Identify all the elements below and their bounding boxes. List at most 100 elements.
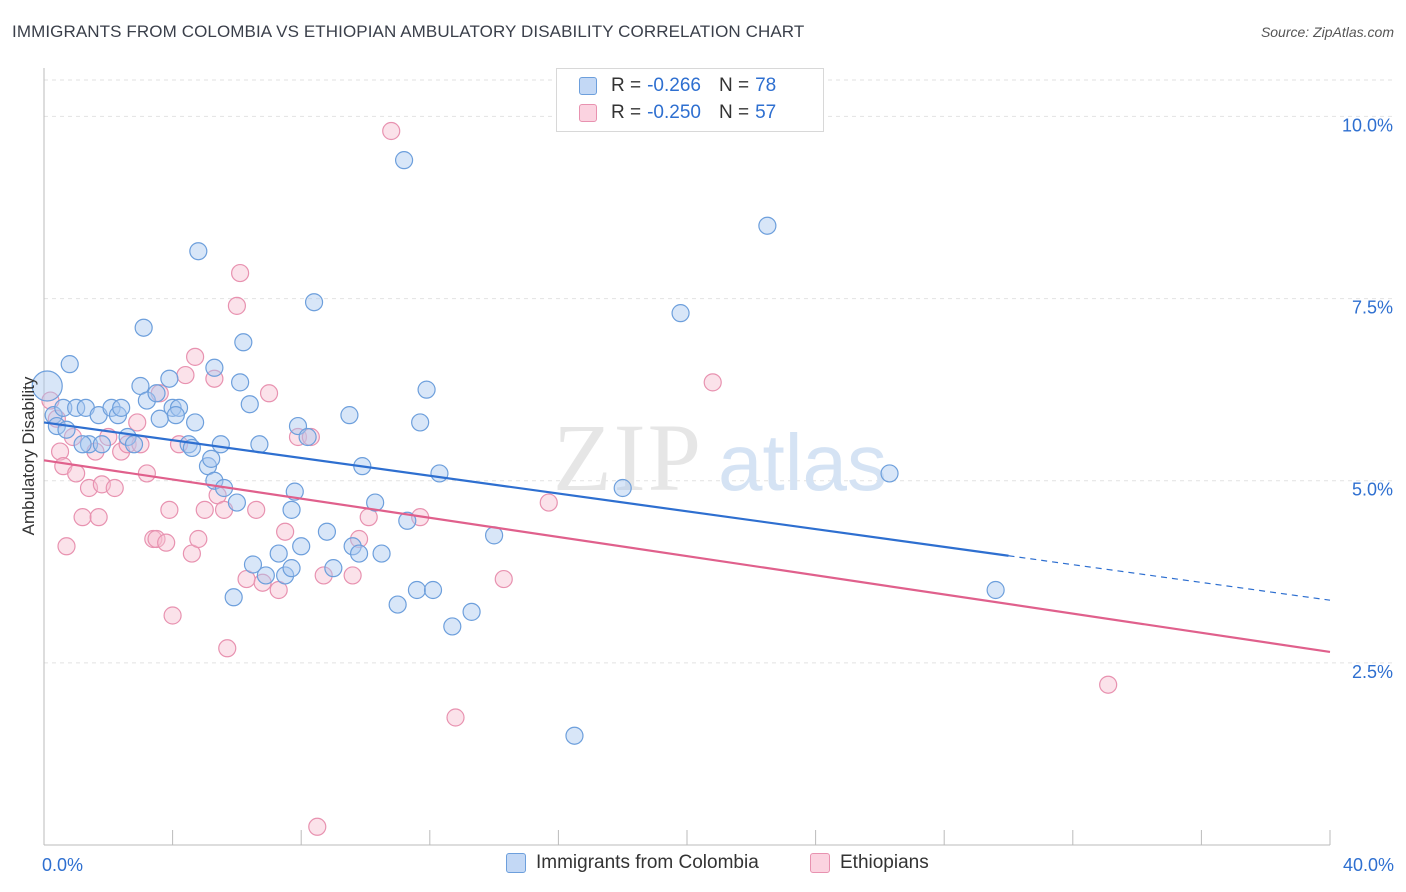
colombia-point bbox=[112, 398, 131, 417]
series-legend-label: Ethiopians bbox=[840, 852, 929, 873]
colombia-point bbox=[231, 373, 250, 392]
legend-n-value-ethiopia: 57 bbox=[755, 102, 777, 123]
colombia-point bbox=[388, 595, 407, 614]
colombia-point bbox=[880, 464, 899, 483]
legend-r-value-ethiopia: -0.250 bbox=[647, 102, 701, 123]
colombia-point bbox=[394, 151, 414, 170]
colombia-point bbox=[134, 318, 153, 337]
legend-n-label: N = bbox=[718, 75, 750, 96]
series-legend: Immigrants from Colombia Ethiopians bbox=[0, 852, 1406, 878]
colombia-point bbox=[124, 435, 144, 454]
colombia-point bbox=[430, 464, 449, 483]
series-legend-colombia: Immigrants from Colombia bbox=[506, 852, 759, 874]
ethiopia-point bbox=[63, 427, 83, 447]
colombia-point bbox=[462, 602, 481, 621]
colombia-point bbox=[31, 370, 63, 402]
axes bbox=[43, 68, 1331, 846]
ethiopia-point bbox=[247, 500, 266, 519]
ethiopia-point bbox=[160, 500, 179, 519]
colombia-point bbox=[986, 580, 1005, 600]
colombia-point bbox=[186, 413, 205, 432]
ethiopia-point bbox=[382, 121, 401, 141]
colombia-point bbox=[240, 395, 259, 414]
colombia-point bbox=[317, 522, 337, 541]
colombia-point bbox=[73, 435, 92, 454]
colombia-point bbox=[250, 435, 269, 454]
ethiopia-point bbox=[163, 606, 182, 625]
y-axis-label: Ambulatory Disability bbox=[19, 376, 38, 535]
ethiopia-point bbox=[349, 529, 369, 549]
ethiopia-point bbox=[446, 708, 465, 727]
colombia-point bbox=[298, 427, 317, 447]
ethiopia-point bbox=[73, 508, 92, 527]
series-legend-label: Immigrants from Colombia bbox=[536, 852, 759, 873]
ethiopia-point bbox=[157, 533, 176, 552]
series-legend-ethiopia: Ethiopians bbox=[810, 852, 929, 874]
correlation-legend: R = -0.266 N = 78 R = -0.250 N = 57 bbox=[556, 68, 824, 132]
colombia-point bbox=[285, 482, 304, 501]
colombia-point bbox=[485, 526, 504, 545]
ethiopia-point bbox=[227, 296, 246, 315]
colombia-point bbox=[613, 478, 632, 498]
colombia-point bbox=[343, 537, 362, 556]
colombia-point bbox=[366, 493, 385, 512]
colombia-trend-extension bbox=[1008, 555, 1331, 601]
series-swatch-colombia bbox=[506, 853, 526, 873]
ethiopia-point bbox=[308, 817, 327, 836]
legend-n-value-colombia: 78 bbox=[755, 75, 777, 96]
legend-r-label: R = bbox=[611, 75, 642, 96]
colombia-point bbox=[292, 537, 311, 556]
colombia-point bbox=[417, 380, 436, 399]
colombia-point bbox=[227, 493, 246, 512]
y-tick-label: 10.0% bbox=[1342, 115, 1393, 135]
ethiopia-point bbox=[1099, 675, 1118, 694]
ethiopia-point bbox=[89, 508, 108, 527]
ethiopia-point bbox=[343, 566, 362, 585]
colombia-point bbox=[256, 566, 275, 585]
ethiopia-point bbox=[189, 529, 208, 549]
colombia-point bbox=[423, 580, 443, 600]
colombia-point bbox=[304, 293, 324, 312]
ethiopia-trend-line bbox=[43, 459, 1331, 654]
colombia-point bbox=[407, 580, 427, 600]
colombia-point bbox=[202, 449, 221, 468]
ethiopia-point bbox=[105, 478, 124, 498]
ethiopia-point bbox=[186, 347, 205, 366]
colombia-point bbox=[411, 413, 430, 432]
legend-row-colombia: R = -0.266 N = 78 bbox=[579, 73, 776, 99]
colombia-point bbox=[92, 435, 111, 454]
colombia-point bbox=[340, 406, 359, 425]
colombia-point bbox=[205, 358, 224, 377]
ethiopia-point bbox=[231, 263, 250, 283]
colombia-point bbox=[60, 355, 79, 374]
ethiopia-point bbox=[118, 435, 137, 454]
trend-lines bbox=[43, 421, 1331, 654]
ethiopia-point bbox=[137, 464, 156, 483]
chart-title: IMMIGRANTS FROM COLOMBIA VS ETHIOPIAN AM… bbox=[12, 22, 805, 41]
y-tick-label: 2.5% bbox=[1352, 662, 1393, 682]
source-label: Source: ZipAtlas.com bbox=[1260, 24, 1394, 40]
ethiopia-point bbox=[539, 493, 558, 512]
colombia-point bbox=[67, 398, 86, 417]
watermark-atlas: atlas bbox=[718, 418, 887, 507]
colombia-point bbox=[166, 406, 185, 425]
ethiopia-point bbox=[314, 566, 333, 585]
colombia-point bbox=[324, 559, 343, 578]
colombia-point bbox=[758, 216, 777, 235]
colombia-point bbox=[189, 242, 208, 261]
ethiopia-point bbox=[218, 639, 237, 658]
ethiopia-point bbox=[57, 537, 76, 556]
legend-n-label: N = bbox=[718, 102, 750, 123]
colombia-point bbox=[282, 559, 301, 578]
colombia-point bbox=[137, 391, 156, 410]
colombia-point bbox=[54, 398, 73, 417]
ethiopia-point bbox=[147, 529, 166, 549]
ethiopia-point bbox=[259, 384, 279, 403]
colombia-trend-line bbox=[43, 421, 1009, 557]
colombia-point bbox=[565, 726, 584, 745]
x-tick-label: 40.0% bbox=[1343, 855, 1394, 875]
y-tick-label: 5.0% bbox=[1352, 480, 1393, 500]
colombia-point bbox=[398, 511, 417, 530]
colombia-point bbox=[671, 304, 690, 323]
